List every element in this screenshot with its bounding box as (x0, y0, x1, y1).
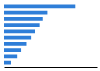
bar (4, 61, 11, 65)
bar (4, 36, 31, 40)
bar (4, 55, 17, 59)
bar (4, 17, 43, 21)
bar (4, 5, 75, 9)
x-axis-line (5, 67, 98, 68)
bar (4, 11, 47, 15)
bar (4, 30, 35, 34)
plot-area (4, 5, 98, 68)
x-axis (5, 67, 98, 68)
bars (4, 5, 75, 65)
bar (4, 48, 21, 52)
bar (4, 23, 40, 27)
chart-svg (0, 0, 100, 71)
bar (4, 42, 26, 46)
